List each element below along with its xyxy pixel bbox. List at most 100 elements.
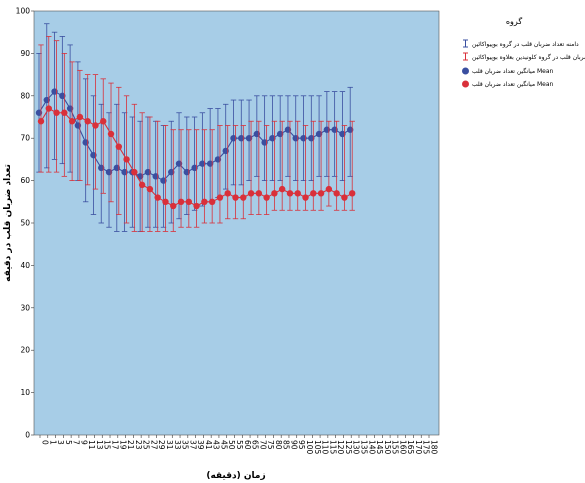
x-tick-label: 31	[165, 440, 174, 450]
x-tick-label: 0	[41, 440, 50, 445]
mean-point	[216, 194, 224, 201]
mean-point	[175, 160, 183, 167]
x-tick-label: 60	[243, 440, 252, 450]
x-tick-label: 115	[328, 440, 337, 455]
y-tick-label: 50	[20, 219, 30, 228]
mean-point	[331, 126, 338, 133]
x-tick-label: 15	[103, 440, 112, 450]
mean-point	[68, 118, 76, 125]
x-tick-label: 95	[297, 440, 306, 450]
x-tick-label: 43	[212, 440, 221, 450]
x-tick-label: 39	[196, 440, 205, 450]
mean-point	[284, 126, 292, 133]
x-tick-label: 170	[414, 440, 423, 455]
mean-point	[123, 156, 130, 163]
x-tick-label: 17	[111, 440, 120, 450]
x-tick-label: 90	[289, 440, 298, 450]
mean-point	[286, 190, 294, 197]
x-tick-label: 55	[235, 440, 244, 450]
y-tick-label: 80	[20, 91, 30, 100]
x-tick-label: 25	[142, 440, 151, 450]
mean-point	[247, 190, 255, 197]
series-2	[37, 36, 356, 232]
legend-item-blue-range: دامنه تعداد ضربان قلب در گروه بوپیواکائی…	[463, 39, 579, 48]
x-tick-label: 105	[313, 440, 322, 455]
x-axis: 0135791113151719212325272931333537394143…	[39, 435, 439, 455]
x-tick-label: 120	[336, 440, 345, 455]
x-tick-label: 85	[282, 440, 291, 450]
x-tick-label: 135	[359, 440, 368, 455]
mean-point	[255, 190, 263, 197]
blue-errorbar-icon	[463, 39, 468, 48]
mean-point	[276, 130, 284, 138]
x-tick-label: 100	[305, 440, 314, 455]
series-layer	[35, 23, 356, 232]
y-tick-label: 60	[20, 176, 30, 185]
mean-point	[271, 190, 278, 197]
x-tick-label: 45	[219, 440, 228, 450]
x-tick-label: 165	[406, 440, 415, 455]
mean-point	[310, 190, 317, 197]
x-tick-label: 140	[367, 440, 376, 455]
mean-point	[333, 190, 340, 197]
mean-point	[315, 130, 323, 138]
mean-point	[92, 122, 99, 129]
mean-point	[107, 130, 115, 138]
mean-point	[347, 126, 354, 133]
mean-point	[154, 194, 161, 201]
mean-point	[144, 168, 152, 176]
x-tick-label: 160	[398, 440, 407, 455]
mean-point	[84, 118, 91, 125]
x-tick-label: 13	[95, 440, 104, 450]
mean-point	[138, 181, 146, 189]
x-tick-label: 150	[383, 440, 392, 455]
x-tick-label: 35	[181, 440, 190, 450]
x-axis-title: زمان (دقیقه)	[206, 471, 265, 481]
mean-point	[341, 194, 348, 201]
x-tick-label: 180	[430, 440, 439, 455]
mean-point	[339, 130, 346, 138]
mean-point	[193, 202, 200, 210]
mean-point	[300, 135, 307, 142]
x-tick-label: 70	[258, 440, 267, 450]
mean-point	[170, 202, 177, 210]
mean-point	[308, 135, 315, 142]
mean-point	[45, 105, 52, 112]
legend-item-red-range: دامنه تعداد ضربان قلب در گروه کلونیدین ب…	[463, 52, 585, 61]
mean-point	[232, 194, 239, 201]
mean-point	[269, 135, 276, 142]
legend-label: دامنه تعداد ضربان قلب در گروه کلونیدین ب…	[472, 53, 585, 61]
x-tick-label: 5	[64, 440, 73, 445]
x-tick-label: 50	[227, 440, 236, 450]
legend-item-blue-mean: میانگین تعداد ضربان قلب Mean	[462, 67, 553, 75]
mean-point	[61, 109, 68, 116]
legend-item-red-mean: میانگین تعداد ضربان قلب Mean	[462, 80, 553, 88]
mean-point	[168, 168, 175, 176]
mean-point	[263, 194, 270, 201]
y-tick-label: 70	[20, 134, 30, 143]
mean-point	[185, 198, 193, 205]
x-tick-label: 3	[56, 440, 65, 445]
y-axis: 0 10 20 30 40 50 60 70 80 90 100	[16, 7, 34, 440]
legend-label: میانگین تعداد ضربان قلب Mean	[472, 67, 553, 75]
mean-point	[152, 173, 159, 180]
legend: گروه دامنه تعداد ضربان قلب در گروه بوپیو…	[462, 16, 585, 88]
x-tick-label: 9	[79, 440, 88, 445]
y-tick-label: 40	[20, 261, 30, 270]
x-tick-label: 175	[422, 440, 431, 455]
mean-point	[317, 190, 325, 197]
x-tick-label: 21	[126, 440, 135, 450]
x-tick-label: 11	[87, 440, 96, 450]
mean-point	[208, 198, 216, 205]
mean-point	[261, 139, 268, 146]
x-tick-label: 29	[157, 440, 166, 450]
x-tick-label: 33	[173, 440, 182, 450]
mean-point	[146, 185, 154, 193]
mean-point	[131, 168, 138, 176]
x-tick-label: 155	[391, 440, 400, 455]
red-dot-icon	[462, 80, 469, 88]
x-tick-label: 110	[321, 440, 330, 455]
mean-point	[201, 198, 208, 205]
legend-title: گروه	[506, 16, 522, 26]
